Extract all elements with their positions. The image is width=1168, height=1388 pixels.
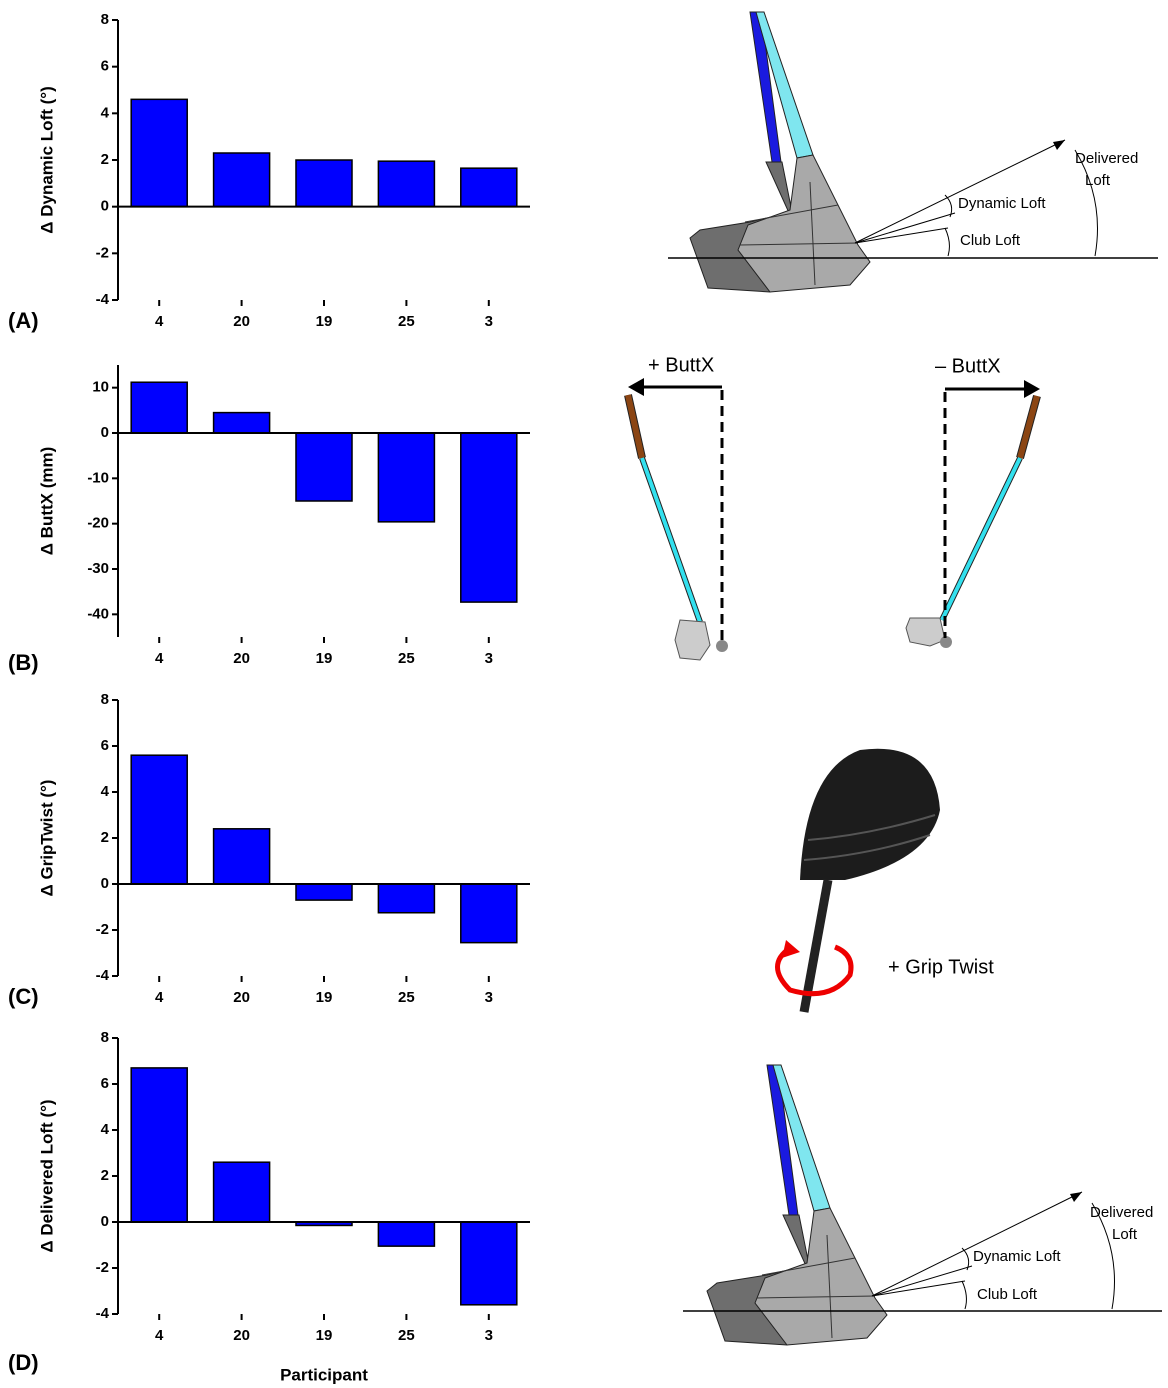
y-tick-label: 2 <box>101 829 109 846</box>
panel-label: (D) <box>8 1350 39 1375</box>
y-tick-label: 6 <box>101 1075 109 1092</box>
y-tick-label: -2 <box>96 921 109 938</box>
y-tick-label: 2 <box>101 1167 109 1184</box>
bar <box>130 98 188 208</box>
bar <box>295 432 353 502</box>
bar <box>295 159 353 208</box>
annotation: Delivered <box>1090 1204 1153 1221</box>
x-tick-label: 20 <box>233 1327 250 1344</box>
y-axis-label: Δ Dynamic Loft (°) <box>37 86 56 233</box>
y-tick-label: 4 <box>101 783 110 800</box>
annotation: + ButtX <box>648 354 714 376</box>
bar <box>130 754 188 885</box>
panel-label: (A) <box>8 308 39 333</box>
annotation: Dynamic Loft <box>958 195 1046 212</box>
x-tick-label: 3 <box>485 989 493 1006</box>
bar <box>460 1221 518 1306</box>
y-tick-label: 2 <box>101 151 109 168</box>
x-tick-label: 20 <box>233 650 250 667</box>
annotation: Club Loft <box>977 1286 1038 1303</box>
y-tick-label: -40 <box>87 605 109 622</box>
panel-label: (C) <box>8 984 39 1009</box>
y-tick-label: 8 <box>101 691 109 708</box>
y-tick-label: -4 <box>96 1305 110 1322</box>
x-tick-label: 25 <box>398 1327 415 1344</box>
annotation: Loft <box>1085 172 1111 189</box>
bar <box>212 1161 271 1223</box>
annotation: Loft <box>1112 1226 1138 1243</box>
y-tick-label: -2 <box>96 1259 109 1276</box>
y-tick-label: 4 <box>101 1121 110 1138</box>
y-tick-label: -2 <box>96 244 109 261</box>
bar <box>377 160 436 208</box>
bar <box>460 432 518 603</box>
x-tick-label: 19 <box>316 650 333 667</box>
x-tick-label: 4 <box>155 650 164 667</box>
y-axis-label: Δ ButtX (mm) <box>37 447 56 556</box>
y-tick-label: -30 <box>87 560 109 577</box>
bar <box>377 883 436 914</box>
x-tick-label: 4 <box>155 989 164 1006</box>
y-tick-label: 0 <box>101 424 109 441</box>
y-tick-label: 10 <box>92 379 109 396</box>
x-axis-label: Participant <box>280 1365 368 1384</box>
x-tick-label: 3 <box>485 1327 493 1344</box>
panel-label: (B) <box>8 650 39 675</box>
y-tick-label: 8 <box>101 11 109 28</box>
bar <box>212 828 271 885</box>
x-tick-label: 19 <box>316 1327 333 1344</box>
bar <box>460 883 518 944</box>
y-axis-label: Δ GripTwist (°) <box>37 780 56 897</box>
y-tick-label: 6 <box>101 58 109 75</box>
bar <box>130 381 188 434</box>
annotation: – ButtX <box>935 355 1001 377</box>
buttx-diagram: + ButtX – ButtX <box>624 354 1041 661</box>
bar <box>295 883 353 901</box>
annotation: + Grip Twist <box>888 956 994 978</box>
x-tick-label: 4 <box>155 313 164 330</box>
bar <box>460 167 518 208</box>
x-tick-label: 3 <box>485 313 493 330</box>
bar <box>377 432 436 523</box>
y-tick-label: -4 <box>96 967 110 984</box>
y-tick-label: -4 <box>96 291 110 308</box>
x-tick-label: 19 <box>316 989 333 1006</box>
x-tick-label: 3 <box>485 650 493 667</box>
y-tick-label: 0 <box>101 198 109 215</box>
x-tick-label: 25 <box>398 313 415 330</box>
x-tick-label: 20 <box>233 989 250 1006</box>
bar <box>377 1221 436 1247</box>
annotation: Club Loft <box>960 232 1021 249</box>
y-tick-label: 6 <box>101 737 109 754</box>
bar <box>130 1067 188 1223</box>
grip-twist-diagram: + Grip Twist <box>775 748 994 1013</box>
bar <box>212 411 271 434</box>
y-tick-label: -10 <box>87 469 109 486</box>
bar <box>212 152 271 208</box>
x-tick-label: 25 <box>398 989 415 1006</box>
y-axis-label: Δ Delivered Loft (°) <box>37 1099 56 1252</box>
annotation: Delivered <box>1075 150 1138 167</box>
y-tick-label: -20 <box>87 515 109 532</box>
x-tick-label: 4 <box>155 1327 164 1344</box>
x-tick-label: 19 <box>316 313 333 330</box>
y-tick-label: 0 <box>101 875 109 892</box>
x-tick-label: 25 <box>398 650 415 667</box>
y-tick-label: 0 <box>101 1213 109 1230</box>
annotation: Dynamic Loft <box>973 1248 1061 1265</box>
x-tick-label: 20 <box>233 313 250 330</box>
y-tick-label: 4 <box>101 104 110 121</box>
loft-diagram: Delivered Loft Dynamic Loft Club Loft <box>668 11 1158 293</box>
y-tick-label: 8 <box>101 1029 109 1046</box>
loft-diagram: Delivered Loft Dynamic Loft Club Loft <box>683 1064 1162 1346</box>
